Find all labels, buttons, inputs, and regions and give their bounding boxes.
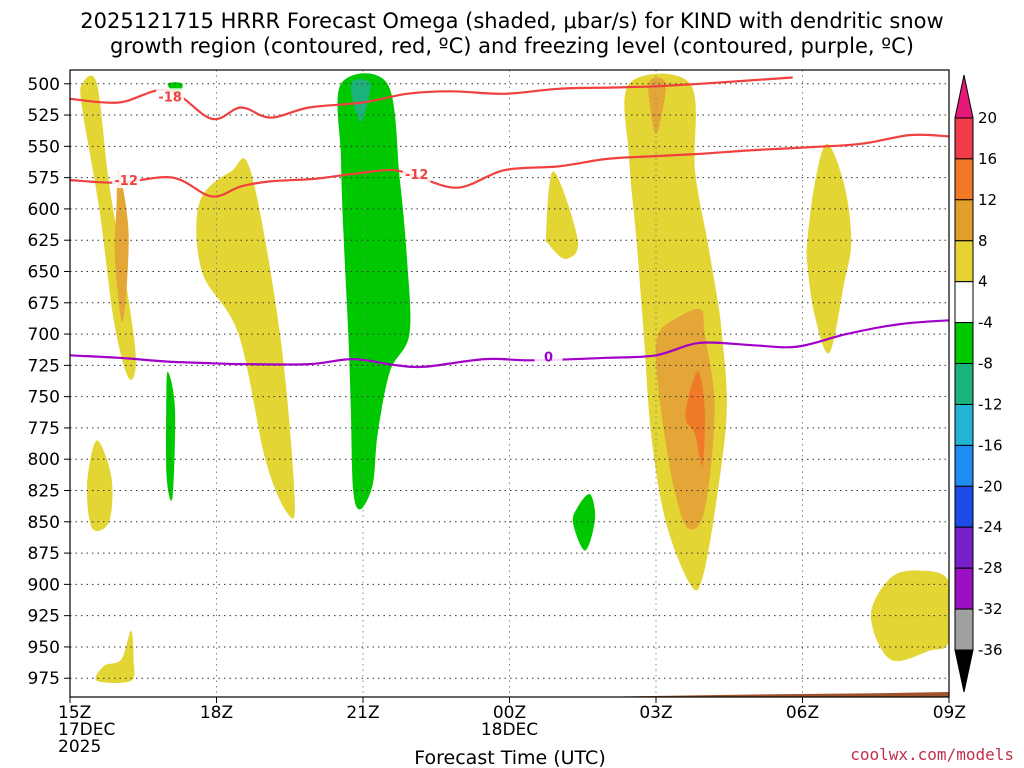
- isotherm-label-bg--12-1: [402, 165, 431, 182]
- colorbar-label-4: 4: [978, 273, 988, 291]
- colorbar-swatch-9: [954, 485, 974, 528]
- y-tick-label-575: 575: [28, 169, 60, 189]
- colorbar-swatch-6: [954, 363, 974, 405]
- isotherm-label-bg--12-0: [112, 172, 141, 189]
- gridlines: [70, 70, 949, 697]
- y-tick-label-600: 600: [28, 200, 60, 220]
- y-axis: 500 525 550 575 600 625 650 675 700 725 750 775 800 8…: [28, 75, 70, 689]
- x-tick-label-18-0: 09Z: [933, 703, 966, 723]
- colorbar-swatch-11: [954, 567, 974, 610]
- omega-region-13: [655, 308, 715, 530]
- terrain-fill: [70, 692, 949, 697]
- x-tick-label-3-0: 18Z: [200, 703, 233, 723]
- colorbar-label-5: -4: [978, 314, 993, 332]
- isotherm-line--12: [70, 133, 949, 198]
- title-line-1: 2025121715 HRRR Forecast Omega (shaded, …: [80, 9, 943, 33]
- omega-region-3: [95, 630, 135, 684]
- omega-region-2: [86, 440, 113, 532]
- colorbar-swatch-7: [954, 404, 974, 446]
- colorbar-label-13: -36: [978, 641, 1003, 659]
- omega-shading: [80, 73, 949, 684]
- x-tick-label-6-0: 21Z: [346, 703, 379, 723]
- y-tick-label-725: 725: [28, 356, 60, 376]
- colorbar-swatch-4: [954, 281, 974, 324]
- isotherm-label-bg--18-0: [156, 88, 185, 105]
- colorbar-swatch-3: [954, 240, 974, 283]
- colorbar-label-11: -28: [978, 559, 1003, 577]
- y-tick-label-675: 675: [28, 294, 60, 314]
- isotherm-line-0: [70, 319, 949, 369]
- colorbar-swatch-1: [954, 158, 974, 201]
- colorbar-swatch-8: [954, 444, 974, 487]
- colorbar-label-1: 16: [978, 150, 997, 168]
- x-axis-label: Forecast Time (UTC): [414, 747, 605, 768]
- y-tick-label-750: 750: [28, 388, 60, 408]
- x-tick-label-9-1: 18DEC: [481, 720, 538, 740]
- colorbar-swatch-2: [954, 199, 974, 242]
- colorbar-label-8: -16: [978, 436, 1003, 454]
- colorbar-label-3: 8: [978, 232, 988, 250]
- y-tick-label-550: 550: [28, 137, 60, 157]
- y-tick-label-775: 775: [28, 419, 60, 439]
- colorbar-label-6: -8: [978, 355, 993, 373]
- colorbar-label-9: -20: [978, 477, 1003, 495]
- y-tick-label-875: 875: [28, 544, 60, 564]
- x-tick-label-0-1: 17DEC: [58, 720, 115, 740]
- colorbar-swatch-12: [954, 608, 974, 651]
- x-tick-label-12-0: 03Z: [639, 703, 672, 723]
- y-tick-label-525: 525: [28, 106, 60, 126]
- x-tick-label-0-2: 2025: [58, 737, 101, 757]
- terrain: [70, 692, 949, 697]
- y-tick-label-850: 850: [28, 513, 60, 533]
- colorbar: 20 16 12 8 4 -4 -8 -12 -16 -20 -24 -28 -32 -36: [954, 74, 1003, 693]
- colorbar-swatch-10: [954, 526, 974, 569]
- y-tick-label-900: 900: [28, 575, 60, 595]
- omega-region-14: [685, 371, 706, 466]
- colorbar-bottom-arrow: [954, 649, 974, 693]
- colorbar-label-7: -12: [978, 395, 1003, 413]
- x-tick-label-15-0: 06Z: [786, 703, 819, 723]
- y-tick-label-800: 800: [28, 450, 60, 470]
- colorbar-label-2: 12: [978, 191, 997, 209]
- omega-region-8: [350, 79, 371, 122]
- y-tick-label-500: 500: [28, 75, 60, 95]
- omega-region-9: [545, 171, 579, 260]
- y-tick-label-650: 650: [28, 262, 60, 282]
- y-tick-label-625: 625: [28, 231, 60, 251]
- x-tick-label-0-0: 15Z: [58, 703, 91, 723]
- colorbar-swatch-5: [954, 322, 974, 365]
- colorbar-label-12: -32: [978, 600, 1003, 618]
- isotherm-label--12-1: -12: [405, 168, 429, 183]
- omega-region-16: [870, 570, 949, 662]
- colorbar-label-0: 20: [978, 109, 997, 127]
- isotherm-line--18: [70, 76, 793, 121]
- y-tick-label-700: 700: [28, 325, 60, 345]
- y-tick-label-975: 975: [28, 669, 60, 689]
- colorbar-top-arrow: [954, 74, 974, 119]
- y-tick-label-825: 825: [28, 482, 60, 502]
- isotherm-label--12-0: -12: [114, 174, 138, 189]
- isotherm-label--18-0: -18: [158, 90, 182, 105]
- omega-region-15: [806, 143, 852, 354]
- omega-region-12: [648, 77, 666, 134]
- isotherm-label-bg-0-0: [534, 348, 563, 365]
- omega-region-7: [337, 73, 411, 510]
- watermark: coolwx.com/models: [850, 745, 1014, 764]
- y-tick-label-925: 925: [28, 607, 60, 627]
- colorbar-swatch-0: [954, 117, 974, 160]
- temperature-contours: -18 -12 -12 0: [70, 76, 949, 369]
- y-tick-label-950: 950: [28, 638, 60, 658]
- omega-region-10: [572, 494, 596, 551]
- x-tick-label-9-0: 00Z: [493, 703, 526, 723]
- colorbar-label-10: -24: [978, 518, 1003, 536]
- omega-region-6: [165, 371, 176, 501]
- title-line-2: growth region (contoured, red, ºC) and f…: [110, 34, 914, 58]
- omega-region-4: [196, 158, 295, 519]
- isotherm-label-0-0: 0: [544, 351, 553, 366]
